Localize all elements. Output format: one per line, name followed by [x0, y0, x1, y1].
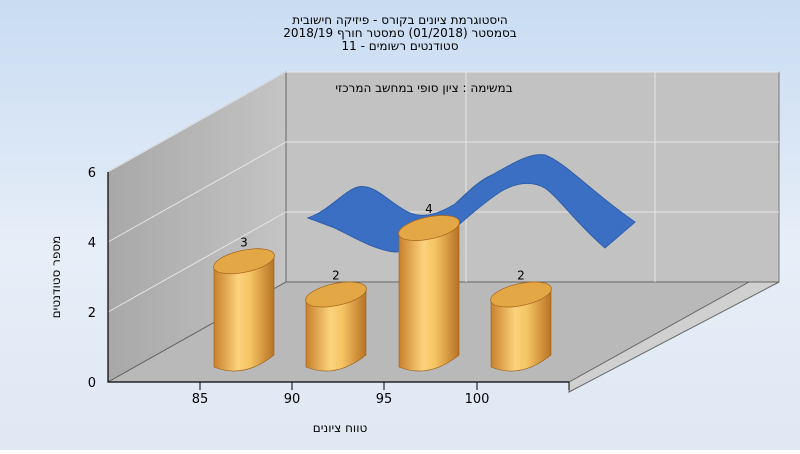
x-tick-label: 100 [465, 392, 490, 407]
grid-line-side [107, 71, 287, 173]
bar-data-label: 2 [332, 269, 340, 283]
grid-line-side [107, 141, 287, 243]
bar-body [305, 288, 367, 372]
grid-line-side [107, 211, 287, 313]
bar [305, 281, 367, 372]
x-tick-label: 85 [192, 392, 209, 407]
chart-annotation: במשימה : ציון סופי במחשב המרכזי [335, 81, 512, 95]
y-axis-label: מספר סטודנטים [49, 236, 63, 319]
chart-title-line-1: היסטוגרמת ציונים בקורס - פיזיקה חישובית [292, 13, 508, 27]
chart-title-line-2: בסמסטר (01/2018) סמסטר חורף 2018/19 [283, 26, 516, 40]
bar-data-label: 2 [517, 269, 525, 283]
bar-data-label: 3 [240, 235, 248, 249]
y-tick-label: 0 [88, 376, 96, 391]
bar-top [213, 248, 275, 275]
bar-body [213, 254, 275, 372]
bar [398, 215, 460, 372]
x-axis-label: טווח ציונים [313, 421, 368, 435]
x-tick-label: 90 [284, 392, 301, 407]
bar-top [305, 281, 367, 308]
bar [213, 248, 275, 372]
x-tick-label: 95 [376, 392, 393, 407]
axes-group: 0 2 4 6 85 90 95 100 [88, 166, 570, 407]
bars-group: 3 2 4 2 [213, 202, 552, 372]
chart-title-line-3: סטודנטים רשומים - 11 [341, 39, 458, 53]
y-tick-label: 4 [88, 236, 96, 251]
bar-top [398, 215, 460, 241]
bar-body [398, 221, 460, 372]
bar-data-label: 4 [425, 202, 433, 216]
y-tick-label: 2 [88, 306, 96, 321]
bar [490, 281, 552, 372]
bar-top [490, 281, 552, 308]
y-tick-label: 6 [88, 166, 96, 181]
bar-body [490, 288, 552, 372]
